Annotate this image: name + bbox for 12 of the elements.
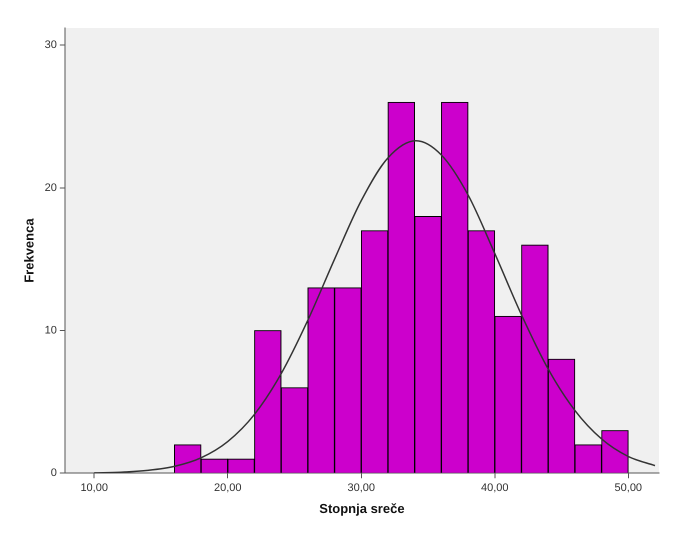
y-axis-title: Frekvenca <box>21 218 36 283</box>
x-tick-label: 50,00 <box>614 482 642 494</box>
y-tick-label: 20 <box>44 182 57 194</box>
line-series <box>93 140 656 474</box>
x-tick-label: 10,00 <box>80 482 108 494</box>
y-tick-label: 0 <box>50 467 57 480</box>
x-tick-label: 20,00 <box>214 482 242 494</box>
x-axis-title: Stopnja sreče <box>319 500 405 516</box>
y-tick-label: 10 <box>44 324 57 337</box>
x-tick-label: 30,00 <box>347 482 376 494</box>
y-tick-label: 30 <box>44 39 57 52</box>
x-tick-label: 40,00 <box>481 482 509 494</box>
